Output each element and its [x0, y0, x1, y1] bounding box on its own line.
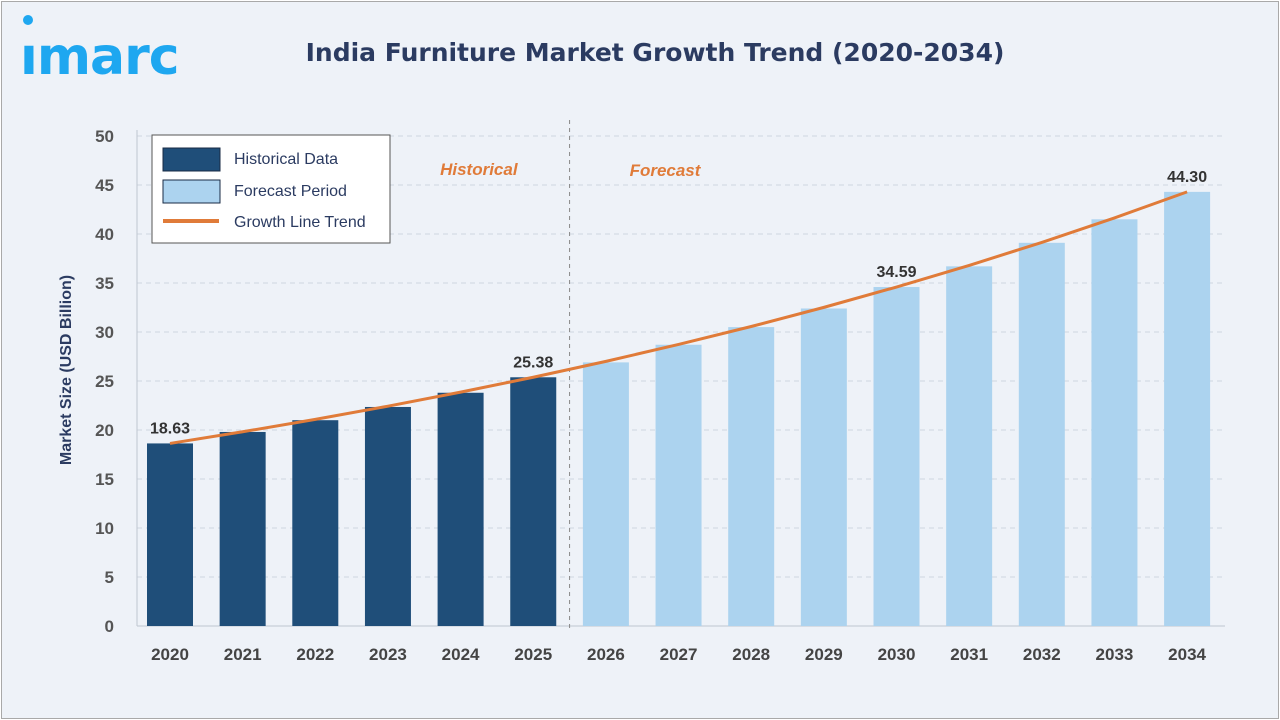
y-tick-label: 5 [105, 568, 114, 587]
x-tick-label: 2024 [442, 645, 480, 664]
y-tick-label: 0 [105, 617, 114, 636]
x-tick-label: 2023 [369, 645, 407, 664]
bar-2032 [1018, 242, 1065, 626]
data-label-2034: 44.30 [1167, 169, 1207, 186]
x-tick-label: 2021 [224, 645, 262, 664]
imarc-logo: ımarc [20, 15, 180, 80]
bar-2020 [147, 443, 193, 626]
x-tick-label: 2020 [151, 645, 189, 664]
legend-swatch-forecast [162, 179, 221, 204]
x-tick-label: 2033 [1096, 645, 1134, 664]
y-tick-label: 20 [95, 421, 114, 440]
bar-2024 [437, 392, 484, 626]
data-label-2020: 18.63 [150, 420, 190, 437]
bar-2025 [510, 377, 557, 626]
y-tick-label: 50 [95, 127, 114, 146]
bar-2026 [582, 362, 629, 626]
annotation-historical: Historical [440, 160, 519, 179]
bar-2033 [1091, 219, 1138, 627]
data-label-2025: 25.38 [513, 354, 553, 371]
data-label-2030: 34.59 [876, 264, 916, 281]
bar-2023 [364, 406, 411, 626]
y-tick-label: 35 [95, 274, 114, 293]
y-tick-label: 30 [95, 323, 114, 342]
x-tick-label: 2034 [1168, 645, 1206, 664]
legend-label: Historical Data [234, 151, 338, 168]
bar-2030 [873, 287, 920, 626]
growth-trend-line [169, 190, 1188, 445]
x-tick-label: 2022 [296, 645, 334, 664]
svg-text:ımarc: ımarc [20, 27, 179, 80]
bar-2021 [219, 431, 266, 626]
bar-2031 [946, 266, 993, 626]
x-tick-label: 2029 [805, 645, 843, 664]
x-tick-label: 2028 [732, 645, 770, 664]
bar-2029 [800, 308, 847, 626]
x-tick-label: 2027 [660, 645, 698, 664]
x-tick-label: 2030 [878, 645, 916, 664]
bar-2028 [728, 327, 775, 626]
y-tick-label: 15 [95, 470, 114, 489]
legend-swatch-historical [162, 147, 221, 172]
y-axis-title: Market Size (USD Billion) [58, 275, 75, 465]
y-tick-label: 45 [95, 176, 114, 195]
legend-label: Growth Line Trend [234, 214, 366, 231]
x-tick-label: 2031 [950, 645, 988, 664]
bar-2027 [655, 344, 702, 626]
y-tick-label: 10 [95, 519, 114, 538]
y-tick-label: 25 [95, 372, 114, 391]
x-tick-label: 2032 [1023, 645, 1061, 664]
bar-2022 [292, 420, 339, 626]
annotation-forecast: Forecast [630, 161, 702, 180]
bar-2034 [1164, 191, 1211, 627]
y-tick-label: 40 [95, 225, 114, 244]
x-tick-label: 2025 [514, 645, 552, 664]
legend-label: Forecast Period [234, 183, 347, 200]
x-tick-label: 2026 [587, 645, 625, 664]
chart-title: India Furniture Market Growth Trend (202… [305, 38, 1005, 67]
